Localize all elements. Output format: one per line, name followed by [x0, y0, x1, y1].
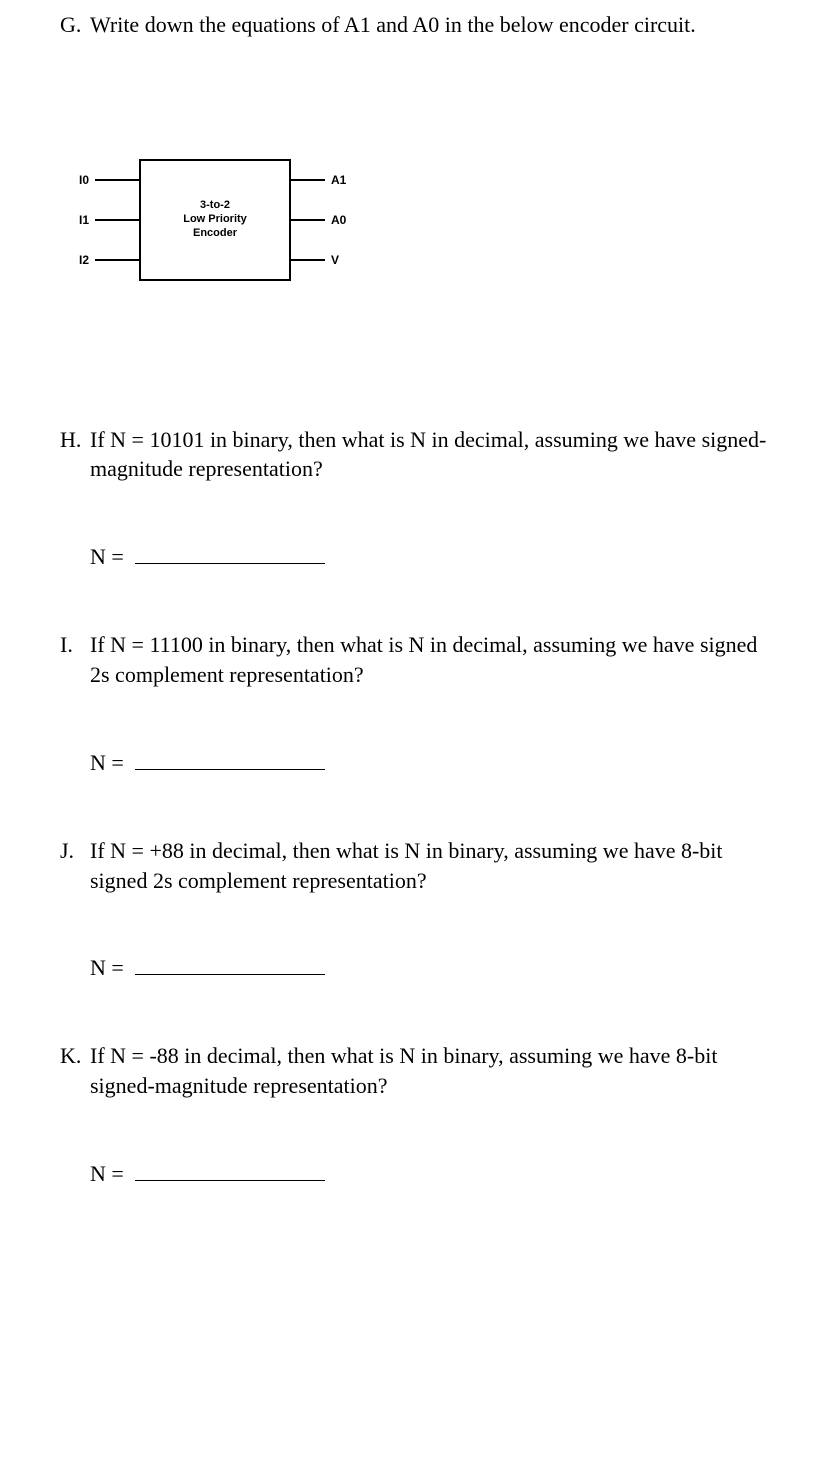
question-j: J. If N = +88 in decimal, then what is N… — [60, 836, 768, 982]
question-j-blank[interactable] — [135, 950, 325, 975]
question-i-label: I. — [60, 630, 90, 689]
question-k-text: K. If N = -88 in decimal, then what is N… — [60, 1041, 768, 1100]
question-g-text: G. Write down the equations of A1 and A0… — [60, 10, 768, 40]
question-j-answer: N = — [90, 950, 768, 981]
question-j-body: If N = +88 in decimal, then what is N in… — [90, 836, 768, 895]
question-h-label: H. — [60, 425, 90, 484]
question-j-answer-prefix: N = — [90, 955, 124, 980]
question-j-label: J. — [60, 836, 90, 895]
question-g-body: Write down the equations of A1 and A0 in… — [90, 10, 768, 40]
question-i-blank[interactable] — [135, 745, 325, 770]
svg-text:A1: A1 — [331, 173, 347, 187]
question-i-body: If N = 11100 in binary, then what is N i… — [90, 630, 768, 689]
encoder-diagram-svg: 3-to-2 Low Priority Encoder I0 I1 I2 A1 A0 V — [70, 150, 390, 300]
question-k-answer-prefix: N = — [90, 1161, 124, 1186]
question-k: K. If N = -88 in decimal, then what is N… — [60, 1041, 768, 1187]
encoder-diagram: 3-to-2 Low Priority Encoder I0 I1 I2 A1 A0 V — [70, 150, 768, 305]
question-k-blank[interactable] — [135, 1156, 325, 1181]
question-k-body: If N = -88 in decimal, then what is N in… — [90, 1041, 768, 1100]
svg-text:Low Priority: Low Priority — [183, 213, 247, 225]
question-i-answer-prefix: N = — [90, 750, 124, 775]
question-h-body: If N = 10101 in binary, then what is N i… — [90, 425, 768, 484]
svg-text:I0: I0 — [79, 173, 89, 187]
svg-text:I2: I2 — [79, 253, 89, 267]
question-h-answer: N = — [90, 539, 768, 570]
question-h-answer-prefix: N = — [90, 544, 124, 569]
question-k-answer: N = — [90, 1156, 768, 1187]
svg-text:I1: I1 — [79, 213, 89, 227]
question-h: H. If N = 10101 in binary, then what is … — [60, 425, 768, 571]
question-h-text: H. If N = 10101 in binary, then what is … — [60, 425, 768, 484]
svg-text:V: V — [331, 253, 339, 267]
question-i-answer: N = — [90, 745, 768, 776]
svg-text:Encoder: Encoder — [193, 227, 238, 239]
question-g-label: G. — [60, 10, 90, 40]
page: G. Write down the equations of A1 and A0… — [0, 0, 828, 1287]
question-g: G. Write down the equations of A1 and A0… — [60, 10, 768, 305]
question-h-blank[interactable] — [135, 539, 325, 564]
svg-text:A0: A0 — [331, 213, 347, 227]
svg-text:3-to-2: 3-to-2 — [200, 199, 230, 211]
question-k-label: K. — [60, 1041, 90, 1100]
question-i-text: I. If N = 11100 in binary, then what is … — [60, 630, 768, 689]
question-i: I. If N = 11100 in binary, then what is … — [60, 630, 768, 776]
question-j-text: J. If N = +88 in decimal, then what is N… — [60, 836, 768, 895]
